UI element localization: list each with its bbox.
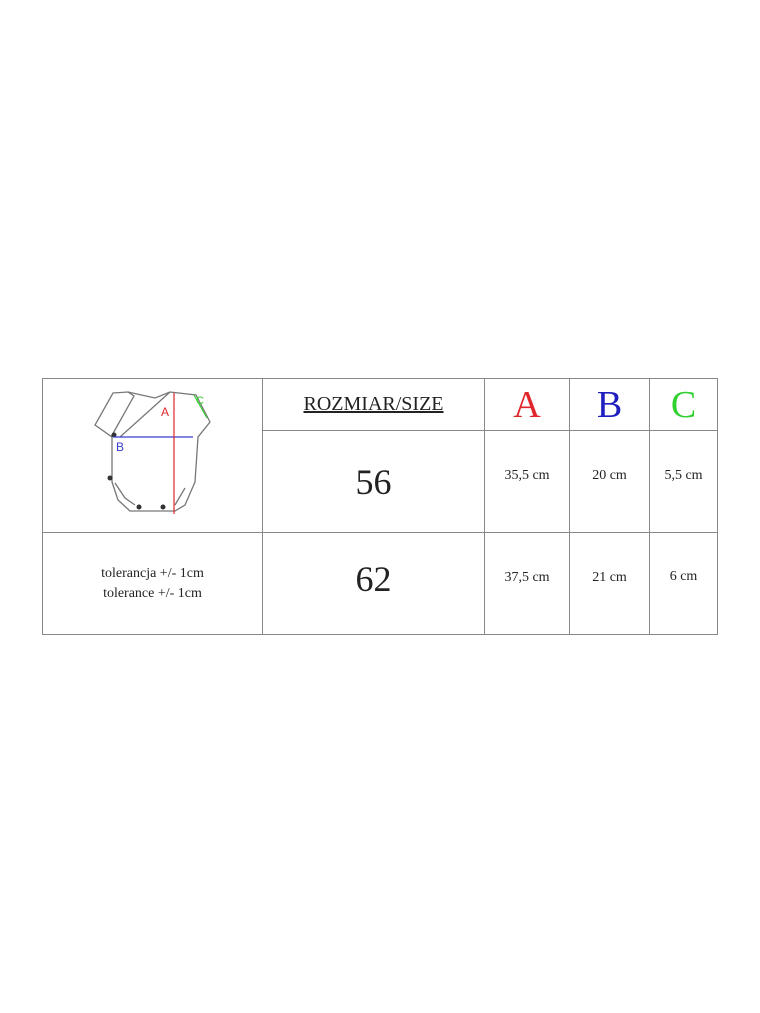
row1-b: 20 cm	[569, 430, 650, 533]
header-b: B	[569, 378, 650, 431]
row2-size: 62	[262, 532, 485, 635]
label-a: A	[161, 405, 169, 419]
header-c: C	[649, 378, 718, 431]
row1-c: 5,5 cm	[649, 430, 718, 533]
tolerance-cell: tolerancja +/- 1cm tolerance +/- 1cm	[42, 532, 263, 635]
label-c: C	[196, 395, 204, 407]
label-b: B	[116, 440, 124, 454]
row2-a: 37,5 cm	[484, 532, 570, 635]
size-header: ROZMIAR/SIZE	[262, 378, 485, 431]
row2-c: 6 cm	[649, 532, 718, 635]
tolerance-en: tolerance +/- 1cm	[103, 585, 202, 601]
row1-a: 35,5 cm	[484, 430, 570, 533]
row1-size: 56	[262, 430, 485, 533]
tolerance-pl: tolerancja +/- 1cm	[101, 565, 204, 581]
header-a: A	[484, 378, 570, 431]
row2-b: 21 cm	[569, 532, 650, 635]
